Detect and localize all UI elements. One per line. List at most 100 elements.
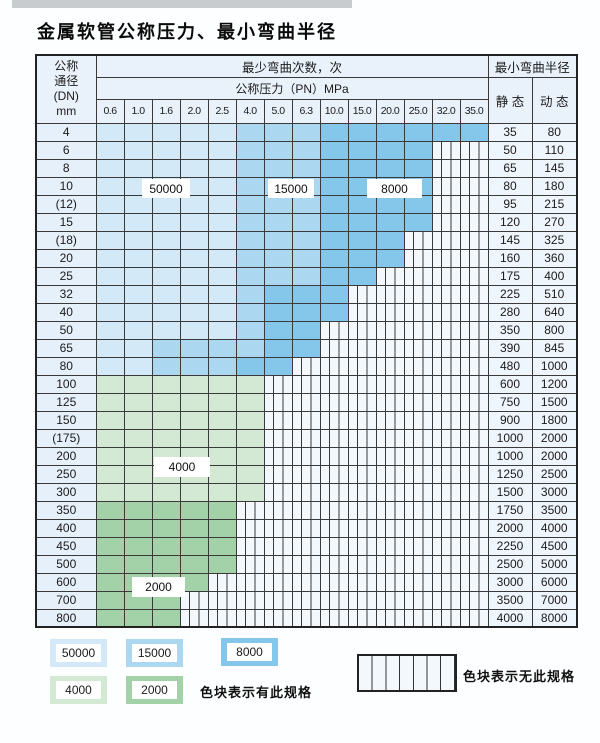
cell-dn250-pn2.5 — [207, 464, 237, 484]
static-value: 1500 — [487, 482, 533, 502]
cell-dn32-pn1.6 — [151, 284, 181, 304]
cell-dn100-pn10.0 — [319, 374, 349, 394]
cell-dn50-pn0.6 — [95, 320, 125, 340]
dynamic-value: 1500 — [531, 392, 578, 412]
cell-dn8-pn35.0 — [459, 158, 489, 178]
cell-dn20-pn15.0 — [347, 248, 377, 268]
cell-dn65-pn1.6 — [151, 338, 181, 358]
pressure-col-35.0: 35.0 — [459, 98, 489, 124]
cell-dn15-pn20.0 — [375, 212, 405, 232]
cell-dn700-pn4.0 — [235, 590, 265, 610]
cell-dn125-pn35.0 — [459, 392, 489, 412]
cell-dn175-pn15.0 — [347, 428, 377, 448]
cell-dn15-pn1.6 — [151, 212, 181, 232]
cell-dn50-pn25.0 — [403, 320, 433, 340]
cell-dn700-pn20.0 — [375, 590, 405, 610]
cell-dn175-pn0.6 — [95, 428, 125, 448]
cell-dn300-pn20.0 — [375, 482, 405, 502]
cell-dn700-pn6.3 — [291, 590, 321, 610]
cell-dn80-pn2.0 — [179, 356, 209, 376]
cell-dn40-pn1.6 — [151, 302, 181, 322]
cell-dn400-pn4.0 — [235, 518, 265, 538]
dynamic-value: 5000 — [531, 554, 578, 574]
cell-dn18-pn25.0 — [403, 230, 433, 250]
cell-dn100-pn0.6 — [95, 374, 125, 394]
cell-dn125-pn2.5 — [207, 392, 237, 412]
cell-dn800-pn35.0 — [459, 608, 489, 628]
min-bend-radius-header: 最小弯曲半径 — [487, 54, 578, 78]
cell-dn100-pn1.0 — [123, 374, 153, 394]
cell-dn10-pn4.0 — [235, 176, 265, 196]
cell-dn25-pn0.6 — [95, 266, 125, 286]
pressure-col-2.5: 2.5 — [207, 98, 237, 124]
cell-dn350-pn0.6 — [95, 500, 125, 520]
cell-dn100-pn32.0 — [431, 374, 461, 394]
legend-no-spec-text: 色块表示无此规格 — [463, 669, 576, 684]
cell-dn20-pn10.0 — [319, 248, 349, 268]
cell-dn40-pn5.0 — [263, 302, 293, 322]
cell-dn32-pn35.0 — [459, 284, 489, 304]
table-row-dn-6: 6 50 110 — [35, 140, 578, 160]
cell-dn200-pn25.0 — [403, 446, 433, 466]
cell-dn400-pn0.6 — [95, 518, 125, 538]
cell-dn4-pn0.6 — [95, 122, 125, 142]
cell-dn25-pn25.0 — [403, 266, 433, 286]
cell-dn10-pn10.0 — [319, 176, 349, 196]
dn-label: 100 — [35, 374, 97, 394]
dynamic-value: 1800 — [531, 410, 578, 430]
cell-dn250-pn5.0 — [263, 464, 293, 484]
table-row-dn-50: 50 350 800 — [35, 320, 578, 340]
cell-dn65-pn4.0 — [235, 338, 265, 358]
cell-dn450-pn10.0 — [319, 536, 349, 556]
cell-dn32-pn25.0 — [403, 284, 433, 304]
legend-no-spec-swatch — [357, 654, 457, 692]
static-value: 145 — [487, 230, 533, 250]
dynamic-value: 6000 — [531, 572, 578, 592]
dynamic-value: 400 — [531, 266, 578, 286]
cell-dn32-pn10.0 — [319, 284, 349, 304]
table-body: 4 35 80 6 50 110 8 65 145 10 80 180 (12) 95 215 15 120 27… — [35, 122, 578, 628]
cell-dn300-pn2.5 — [207, 482, 237, 502]
cell-dn8-pn10.0 — [319, 158, 349, 178]
static-value: 2250 — [487, 536, 533, 556]
dynamic-value: 845 — [531, 338, 578, 358]
cell-dn15-pn25.0 — [403, 212, 433, 232]
table-row-dn-40: 40 280 640 — [35, 302, 578, 322]
cell-dn800-pn20.0 — [375, 608, 405, 628]
table-row-dn-350: 350 1750 3500 — [35, 500, 578, 520]
cell-dn250-pn1.0 — [123, 464, 153, 484]
table-row-dn-450: 450 2250 4500 — [35, 536, 578, 556]
cell-dn6-pn10.0 — [319, 140, 349, 160]
cell-dn25-pn4.0 — [235, 266, 265, 286]
cell-dn200-pn10.0 — [319, 446, 349, 466]
table-row-dn-250: 250 1250 2500 — [35, 464, 578, 484]
cell-dn350-pn5.0 — [263, 500, 293, 520]
dynamic-header: 动 态 — [531, 76, 578, 124]
cell-dn400-pn25.0 — [403, 518, 433, 538]
static-value: 1000 — [487, 446, 533, 466]
dn-label: 350 — [35, 500, 97, 520]
cell-dn6-pn4.0 — [235, 140, 265, 160]
cell-dn6-pn5.0 — [263, 140, 293, 160]
cell-dn80-pn1.6 — [151, 356, 181, 376]
cell-dn500-pn32.0 — [431, 554, 461, 574]
cell-dn350-pn10.0 — [319, 500, 349, 520]
cell-dn4-pn5.0 — [263, 122, 293, 142]
cell-dn50-pn5.0 — [263, 320, 293, 340]
table-row-dn-4: 4 35 80 — [35, 122, 578, 142]
cell-dn15-pn6.3 — [291, 212, 321, 232]
cell-dn20-pn4.0 — [235, 248, 265, 268]
cell-dn15-pn1.0 — [123, 212, 153, 232]
cell-dn20-pn25.0 — [403, 248, 433, 268]
cell-dn25-pn6.3 — [291, 266, 321, 286]
cell-dn500-pn10.0 — [319, 554, 349, 574]
cell-dn175-pn25.0 — [403, 428, 433, 448]
cell-dn125-pn2.0 — [179, 392, 209, 412]
cell-dn6-pn20.0 — [375, 140, 405, 160]
cell-dn18-pn4.0 — [235, 230, 265, 250]
cell-dn200-pn5.0 — [263, 446, 293, 466]
dynamic-value: 1000 — [531, 356, 578, 376]
static-value: 390 — [487, 338, 533, 358]
cell-dn50-pn10.0 — [319, 320, 349, 340]
table-row-dn-500: 500 2500 5000 — [35, 554, 578, 574]
